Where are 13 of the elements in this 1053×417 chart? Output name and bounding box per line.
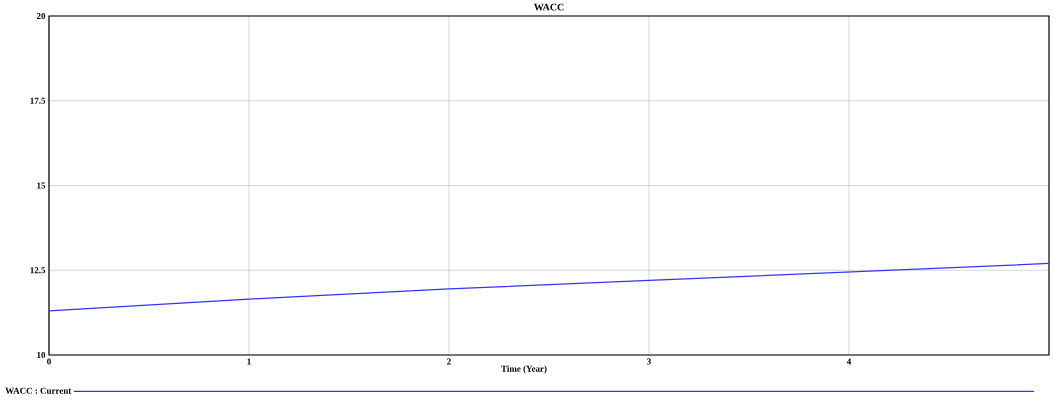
y-tick-label: 12.5 [30, 267, 46, 274]
text: WACC : Current [5, 387, 72, 394]
y-tick-label: 10 [37, 351, 46, 359]
y-tick-label: 15 [37, 182, 46, 189]
chart-title: WACC [533, 3, 564, 11]
x-tick-label: 0 [47, 358, 51, 365]
x-axis-title: Time (Year) [501, 365, 547, 374]
x-tick-label: 2 [447, 358, 451, 365]
x-tick-label: 3 [647, 358, 651, 365]
y-tick-label: 17.5 [30, 97, 46, 104]
y-tick-label: 20 [36, 12, 46, 20]
x-tick-label: 1 [247, 358, 251, 365]
x-tick-label: 4 [846, 358, 852, 365]
